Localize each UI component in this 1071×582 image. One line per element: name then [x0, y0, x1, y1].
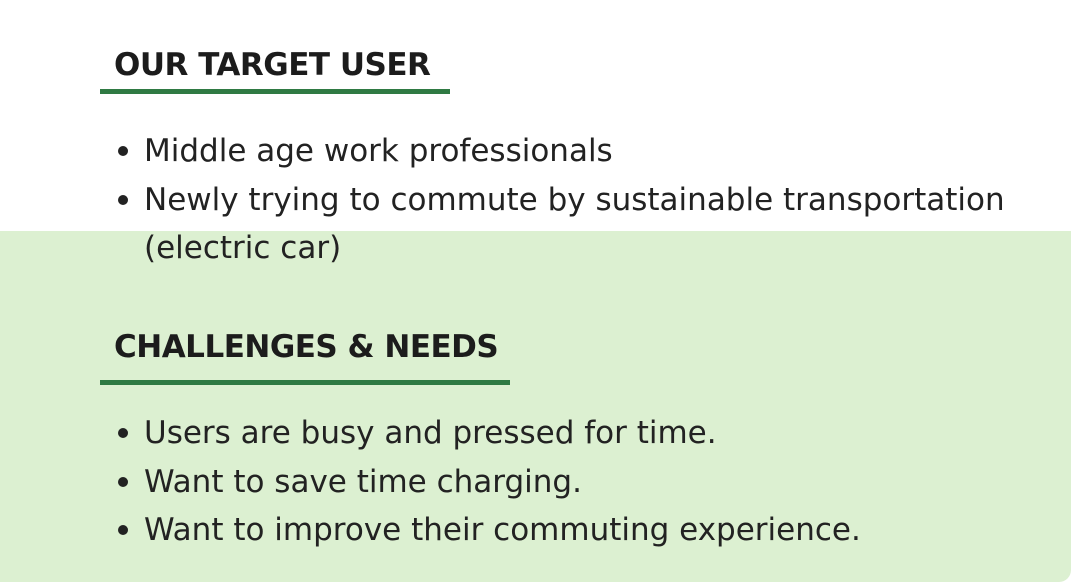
- target-user-list: Middle age work professionals Newly tryi…: [118, 127, 1005, 273]
- green-background-panel: [0, 231, 1071, 582]
- list-item: Want to improve their commuting experien…: [118, 506, 861, 555]
- bullet-dot-icon: [118, 146, 128, 156]
- bullet-dot-icon: [118, 476, 128, 487]
- challenges-heading: CHALLENGES & NEEDS: [114, 329, 499, 365]
- list-item: Newly trying to commute by sustainable t…: [118, 176, 1005, 273]
- list-item: Users are busy and pressed for time.: [118, 409, 861, 458]
- list-item: Want to save time charging.: [118, 458, 861, 507]
- bullet-dot-icon: [118, 428, 128, 438]
- target-user-heading-underline: [100, 89, 450, 94]
- list-item: Middle age work professionals: [118, 127, 1005, 176]
- challenges-list: Users are busy and pressed for time. Wan…: [118, 409, 861, 555]
- challenges-heading-underline: [100, 380, 510, 385]
- bullet-dot-icon: [118, 525, 128, 535]
- target-user-heading: OUR TARGET USER: [114, 47, 431, 83]
- bullet-dot-icon: [118, 194, 128, 205]
